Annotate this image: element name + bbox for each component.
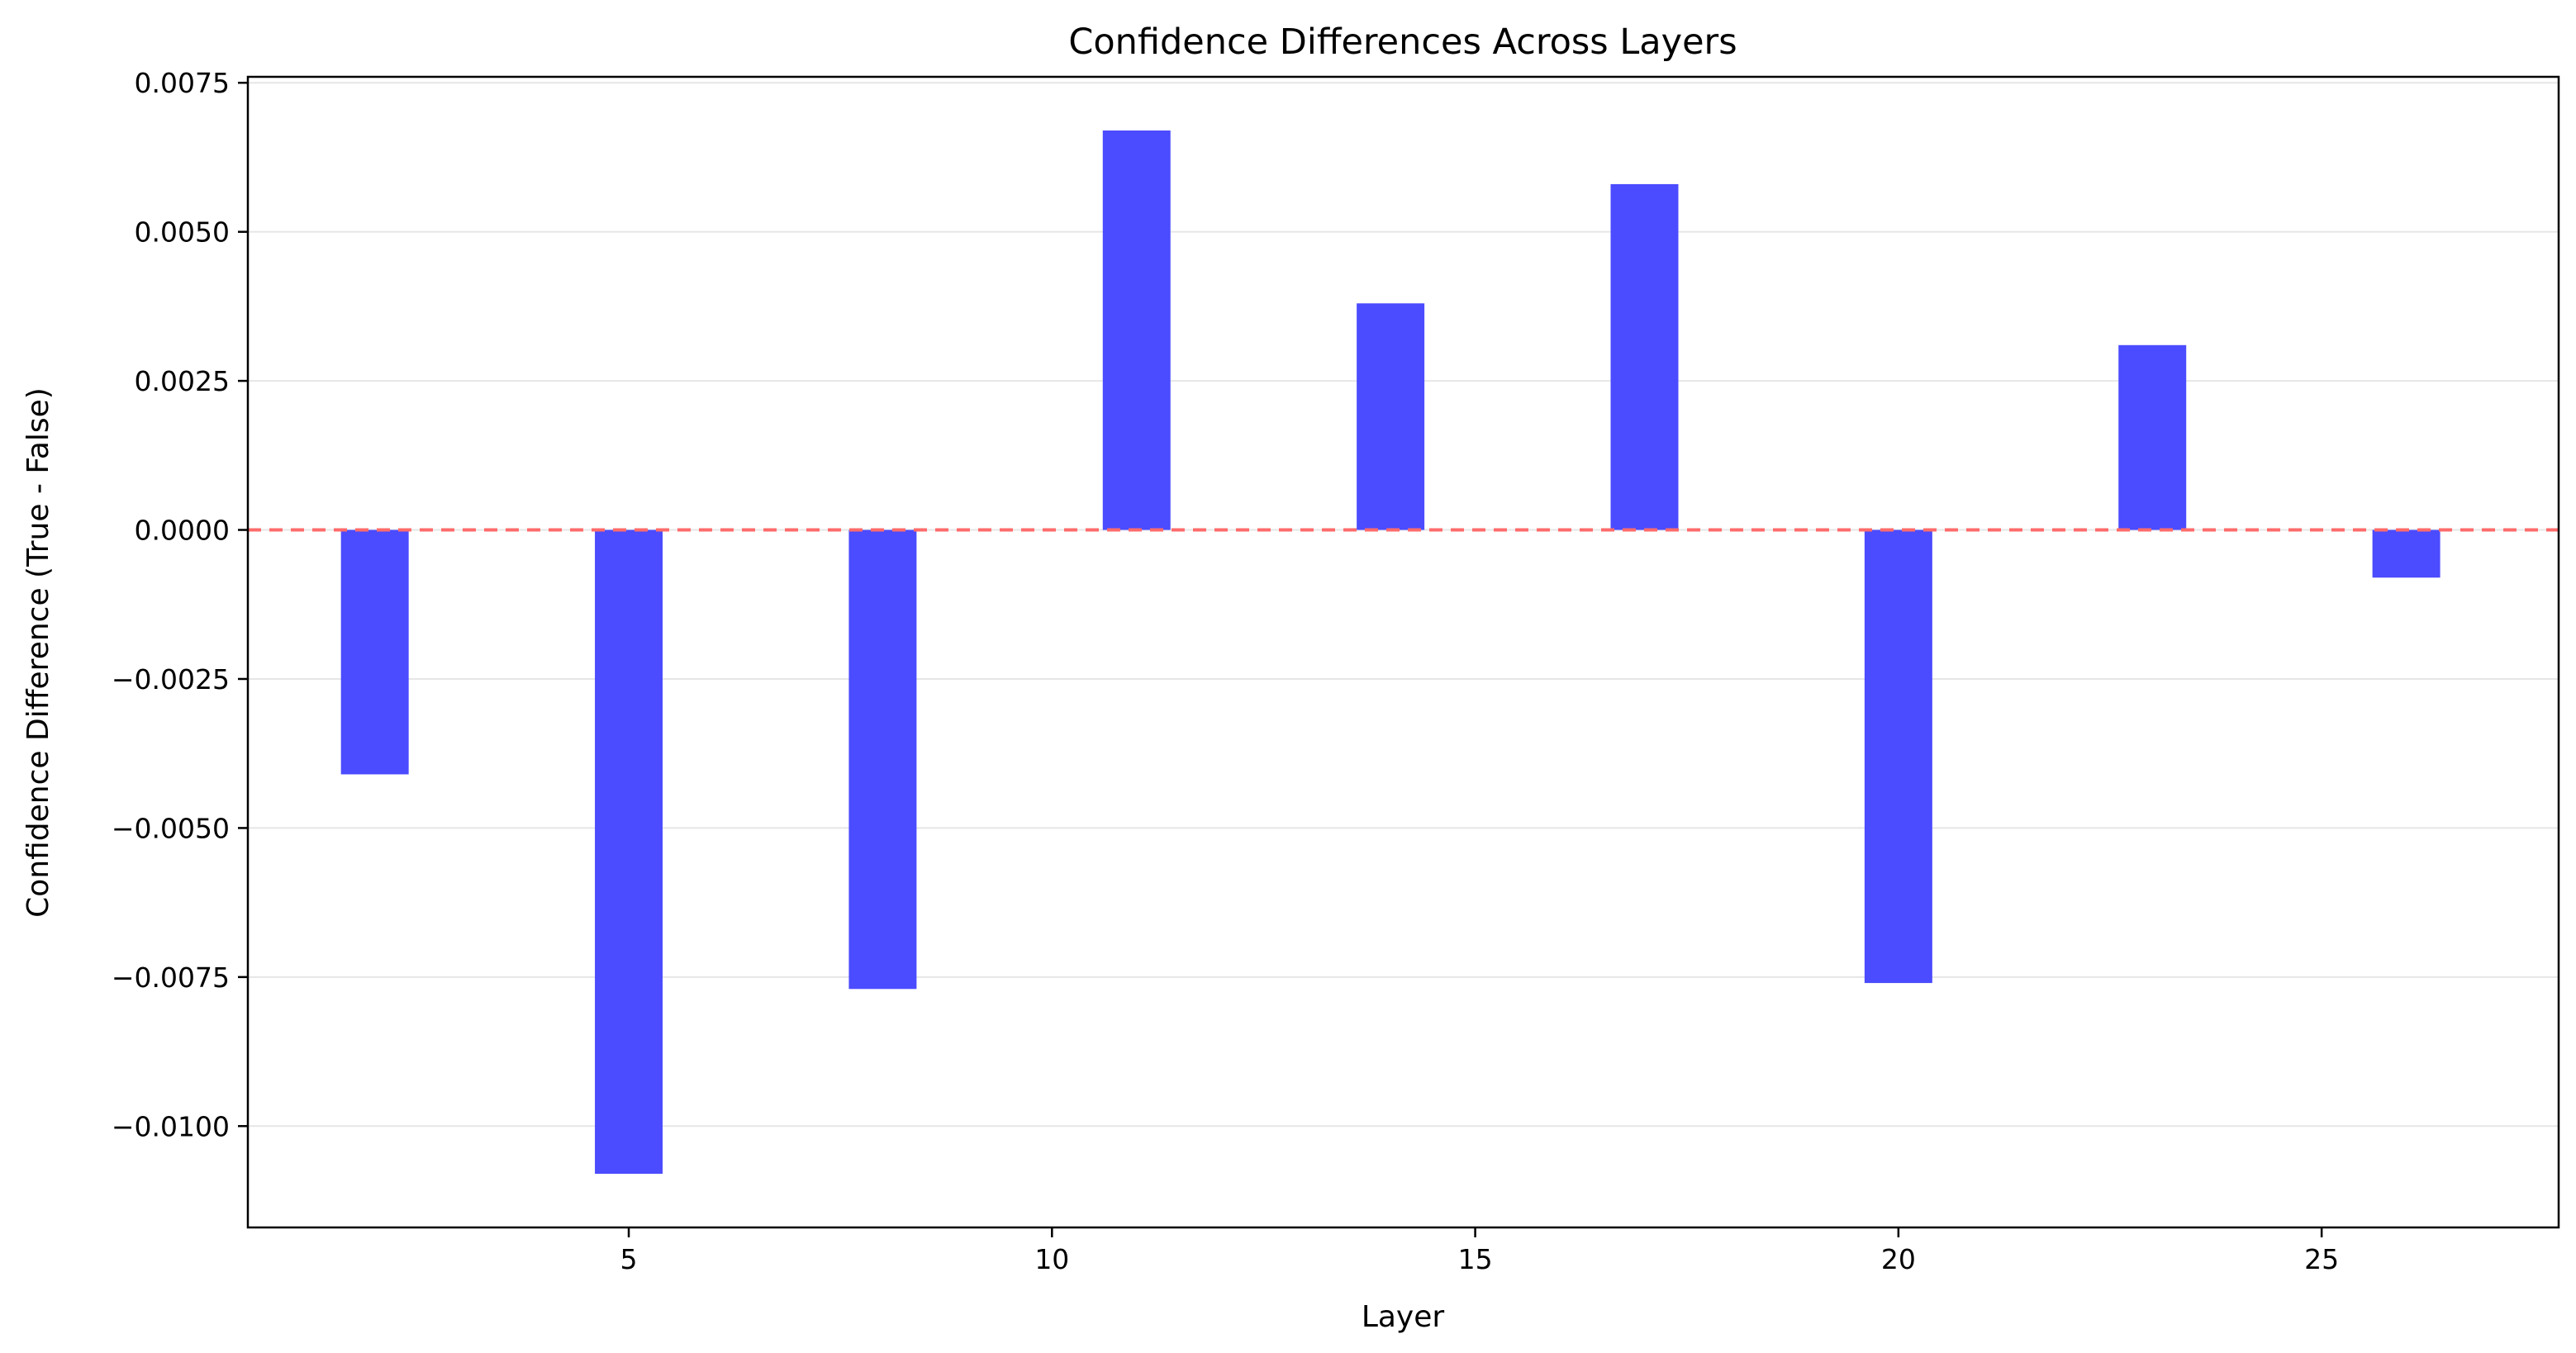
axis-ticks: −0.0100 −0.0075 −0.0050 −0.0025 0.0000 0.0025… — [112, 67, 2339, 1275]
bars — [340, 130, 2441, 1175]
y-tick-label: 0.0000 — [135, 515, 230, 547]
x-tick-label: 25 — [2304, 1243, 2339, 1275]
grid-lines — [248, 82, 2559, 1128]
plot-frame — [246, 75, 2560, 1229]
bar — [2372, 529, 2441, 578]
x-axis-title: Layer — [1362, 1300, 1445, 1334]
y-tick-label: 0.0075 — [135, 67, 230, 99]
y-tick-label: −0.0075 — [112, 961, 230, 994]
bar — [340, 529, 409, 775]
bar — [848, 529, 917, 990]
bar — [2118, 344, 2187, 530]
x-tick-label: 20 — [1881, 1243, 1916, 1275]
bar — [1864, 529, 1932, 984]
chart-title: Confidence Differences Across Layers — [1068, 21, 1737, 63]
bar — [595, 529, 663, 1175]
x-tick-label: 10 — [1034, 1243, 1069, 1275]
y-tick-label: −0.0100 — [112, 1110, 230, 1142]
bar — [1102, 130, 1171, 530]
y-axis-title: Confidence Difference (True - False) — [21, 387, 55, 918]
x-tick-label: 5 — [620, 1243, 638, 1275]
y-tick-label: −0.0050 — [112, 812, 230, 844]
x-tick-label: 15 — [1458, 1243, 1493, 1275]
bar — [1610, 183, 1679, 530]
y-tick-label: −0.0025 — [112, 663, 230, 695]
y-tick-label: 0.0025 — [135, 365, 230, 397]
y-tick-label: 0.0050 — [135, 216, 230, 249]
bar — [1357, 303, 1425, 530]
